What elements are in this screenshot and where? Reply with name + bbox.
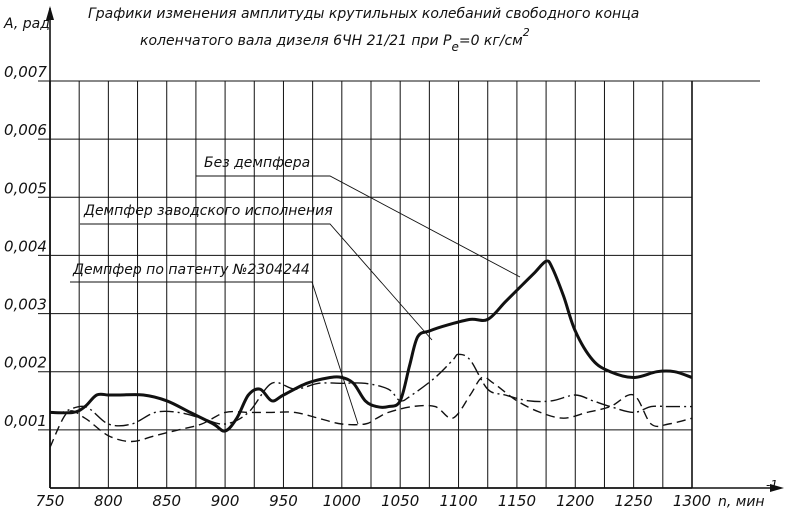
x-tick-label: 1050 <box>381 492 419 510</box>
y-tick-label: 0,002 <box>4 354 47 372</box>
annotation-leaders <box>70 175 521 425</box>
x-tick-label: 1250 <box>615 492 653 510</box>
x-axis-label-superscript: -1 <box>766 478 778 492</box>
tick-labels: 750 800 850 900 950 1000 1050 1100 1150 1200 1250 1… <box>4 63 711 510</box>
x-tick-label: 1200 <box>556 492 594 510</box>
chart-title-line2-sub: e <box>451 40 458 54</box>
annotation-label-patent-damper: Демпфер по патенту №2304244 <box>72 262 310 278</box>
chart-title-line1: Графики изменения амплитуды крутильных к… <box>88 6 639 22</box>
x-tick-label: 1100 <box>439 492 477 510</box>
y-tick-label: 0,003 <box>4 296 47 314</box>
series-line-patent-damper <box>49 376 693 448</box>
x-tick-label: 800 <box>94 492 123 510</box>
chart-title-line2-prefix: коленчатого вала дизеля 6ЧН 21/21 при P <box>140 33 452 49</box>
leader-patent-damper <box>70 281 359 425</box>
y-axis-label: A, рад <box>3 16 50 32</box>
x-tick-label: 900 <box>211 492 240 510</box>
x-tick-label: 750 <box>36 492 65 510</box>
series-group <box>49 259 693 448</box>
x-axis-label: n, мин <box>718 494 765 510</box>
series-line-factory-damper <box>49 353 693 427</box>
x-axis-arrow <box>770 484 784 492</box>
leader-factory-damper <box>80 223 433 341</box>
grid <box>38 6 784 492</box>
y-tick-label: 0,001 <box>4 412 47 430</box>
y-tick-label: 0,007 <box>4 63 47 81</box>
y-tick-label: 0,005 <box>4 179 47 197</box>
annotation-label-no-damper: Без демпфера <box>204 155 310 171</box>
x-tick-label: 1000 <box>323 492 361 510</box>
annotation-label-factory-damper: Демпфер заводского исполнения <box>83 203 333 219</box>
leader-no-damper <box>196 175 521 278</box>
chart-title-line2-sup: 2 <box>523 26 530 39</box>
chart-title-line2-suffix: =0 кг/см <box>459 33 523 49</box>
y-tick-label: 0,004 <box>4 237 47 255</box>
y-axis-arrow <box>46 6 54 20</box>
x-tick-label: 950 <box>269 492 298 510</box>
y-tick-label: 0,006 <box>4 121 47 139</box>
x-tick-label: 850 <box>152 492 181 510</box>
x-tick-label: 1300 <box>673 492 711 510</box>
chart-title-line2: коленчатого вала дизеля 6ЧН 21/21 при Pe… <box>140 26 530 54</box>
series-line-no-damper <box>49 259 693 433</box>
x-tick-label: 1150 <box>498 492 536 510</box>
